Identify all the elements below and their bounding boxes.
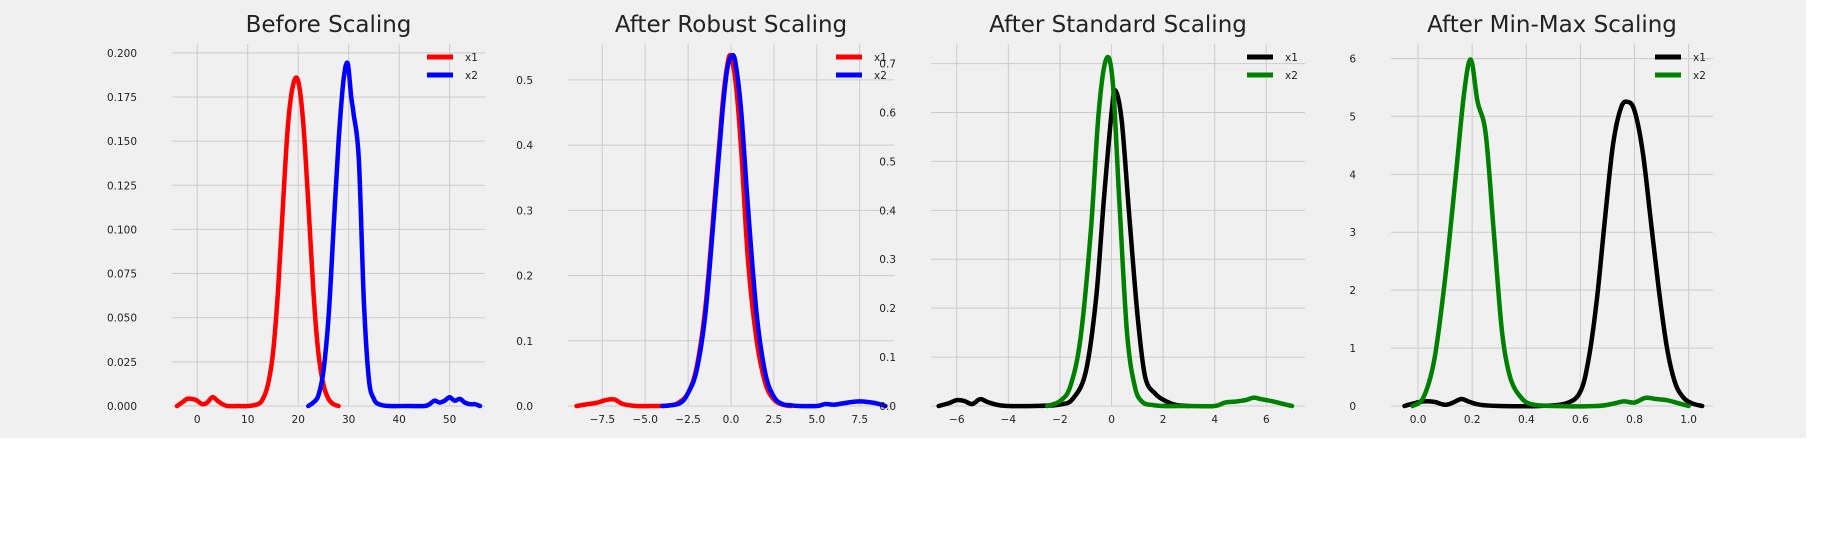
figure-background: 0 10 20 30 40 50 0.000 0.025 0.050 0.075 0.100 0.12…	[0, 0, 1806, 438]
x-tick-label: 1.0	[1680, 414, 1697, 426]
x-tick-label: −6	[949, 414, 965, 426]
legend-label-x1: x1	[465, 52, 478, 64]
x-tick-label: 50	[443, 414, 456, 426]
series-line-x1	[1402, 99, 1705, 409]
x-tick-label: −7.5	[590, 414, 616, 426]
legend-label-x2: x2	[874, 70, 887, 82]
y-tick-label: 0.025	[107, 357, 137, 369]
x-tick-label: 0	[194, 414, 201, 426]
series-line-x2	[1410, 57, 1691, 409]
x-tick-label: −5.0	[632, 414, 658, 426]
y-tick-label: 0.2	[516, 271, 533, 283]
x-tick-label: 0	[1108, 414, 1115, 426]
y-tick-label: 5	[1349, 111, 1356, 123]
y-tick-label: 0.5	[516, 75, 533, 87]
chart-panel-1: 0 10 20 30 40 50 0.000 0.025 0.050 0.075 0.100 0.12…	[107, 12, 485, 426]
legend: x1 x2	[836, 52, 887, 82]
y-tick-label: 0.200	[107, 48, 137, 60]
y-tick-label: 1	[1349, 343, 1356, 355]
legend: x1 x2	[1655, 52, 1706, 82]
y-tick-label: 0.150	[107, 136, 137, 148]
legend-label-x2: x2	[1693, 70, 1706, 82]
x-tick-label: 0.2	[1464, 414, 1481, 426]
series-line-x2	[1044, 54, 1295, 409]
series-line-x1	[574, 53, 794, 409]
y-tick-label: 0.5	[879, 156, 896, 168]
chart-title: Before Scaling	[246, 12, 412, 38]
x-tick-label: 0.8	[1626, 414, 1643, 426]
x-tick-label: −2	[1052, 414, 1067, 426]
y-tick-label: 0.050	[107, 313, 137, 325]
series-line-x1	[936, 87, 1192, 409]
x-tick-label: 0.6	[1572, 414, 1589, 426]
y-tick-label: 6	[1349, 53, 1356, 65]
y-tick-label: 0.075	[107, 269, 137, 281]
x-tick-label: 0.0	[723, 414, 740, 426]
x-tick-label: 4	[1211, 414, 1218, 426]
y-tick-label: 3	[1349, 227, 1356, 239]
chart-panel-4: 0.0 0.2 0.4 0.6 0.8 1.0 0 1 2 3 4 5 6 After Min-Max S…	[1349, 12, 1713, 426]
y-tick-label: 0.1	[879, 352, 896, 364]
chart-figure: 0 10 20 30 40 500.0000.0250.0500.0750.1000.12…	[107, 12, 1713, 426]
chart-title: After Robust Scaling	[615, 12, 847, 38]
chart-title: After Standard Scaling	[989, 12, 1247, 38]
chart-title: After Min-Max Scaling	[1427, 12, 1677, 38]
x-tick-label: 10	[241, 414, 254, 426]
legend-label-x1: x1	[1285, 52, 1298, 64]
legend-label-x2: x2	[1285, 70, 1298, 82]
legend: x1 x2	[1247, 52, 1298, 82]
x-tick-label: 5.0	[808, 414, 825, 426]
x-tick-label: −2.5	[675, 414, 701, 426]
x-tick-label: 7.5	[851, 414, 868, 426]
y-tick-label: 0.100	[107, 224, 137, 236]
x-tick-label: 6	[1263, 414, 1270, 426]
y-tick-label: 4	[1349, 169, 1356, 181]
y-tick-label: 0.3	[879, 254, 896, 266]
y-tick-label: 0.175	[107, 92, 137, 104]
y-tick-label: 0.3	[516, 205, 533, 217]
x-tick-label: 2	[1160, 414, 1167, 426]
y-tick-label: 0.125	[107, 180, 137, 192]
y-tick-label: 2	[1349, 285, 1356, 297]
series-line-x1	[174, 75, 341, 409]
chart-panel-2: −7.5 −5.0 −2.5 0.0 2.5 5.0 7.5 0.0 0.1 0.2 0.3 0.4 0…	[516, 12, 894, 426]
legend-label-x1: x1	[1693, 52, 1706, 64]
legend: x1 x2	[427, 52, 478, 82]
y-tick-label: 0.6	[879, 107, 896, 119]
x-tick-label: 40	[392, 414, 405, 426]
legend-label-x1: x1	[874, 52, 887, 64]
chart-panel-3: −6 −4 −2 0 2 4 6 0.0 0.1 0.2 0.3 0.4 0.5 0.6 0.7 After …	[879, 12, 1305, 426]
legend-label-x2: x2	[465, 70, 478, 82]
x-tick-label: 30	[342, 414, 355, 426]
x-tick-label: 2.5	[766, 414, 783, 426]
series-line-x2	[660, 52, 888, 409]
y-tick-label: 0.7	[879, 59, 896, 71]
y-tick-label: 0.4	[516, 140, 533, 152]
series-line-x2	[306, 60, 483, 409]
y-tick-label: 0.2	[879, 303, 896, 315]
y-tick-label: 0.4	[879, 205, 896, 217]
y-tick-label: 0.000	[107, 401, 137, 413]
x-tick-label: 0.4	[1518, 414, 1535, 426]
y-tick-label: 0.0	[879, 401, 896, 413]
y-tick-label: 0.1	[516, 336, 533, 348]
x-tick-label: 0.0	[1410, 414, 1427, 426]
y-tick-label: 0.0	[516, 401, 533, 413]
x-tick-label: −4	[1001, 414, 1017, 426]
y-tick-label: 0	[1349, 401, 1356, 413]
x-tick-label: 20	[292, 414, 305, 426]
